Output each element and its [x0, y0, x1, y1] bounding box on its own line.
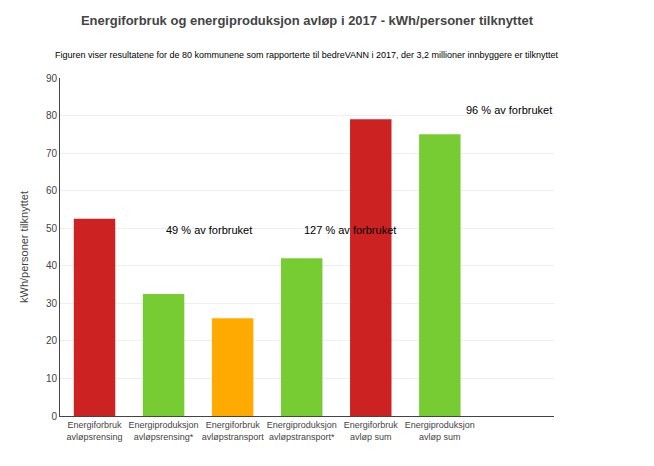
svg-text:50: 50	[46, 223, 58, 234]
svg-text:96 % av forbruket: 96 % av forbruket	[466, 104, 552, 116]
svg-text:Energiforbruk og energiproduks: Energiforbruk og energiproduksjon avløp …	[81, 13, 534, 28]
svg-text:49 % av forbruket: 49 % av forbruket	[166, 224, 252, 236]
svg-text:70: 70	[46, 148, 58, 159]
svg-text:kWh/personer tilknyttet: kWh/personer tilknyttet	[18, 191, 30, 303]
svg-text:Energiforbrukavløpstransport: Energiforbrukavløpstransport	[202, 420, 265, 442]
svg-text:Energiproduksjonavløpstranspor: Energiproduksjonavløpstransport*	[267, 420, 337, 442]
svg-text:10: 10	[46, 373, 58, 384]
svg-text:Energiforbrukavløpsrensing: Energiforbrukavløpsrensing	[67, 420, 123, 442]
svg-text:Energiproduksjonavløpsrensing*: Energiproduksjonavløpsrensing*	[129, 420, 199, 442]
svg-text:Energiproduksjonavløp sum: Energiproduksjonavløp sum	[405, 420, 475, 442]
svg-text:40: 40	[46, 260, 58, 271]
svg-text:90: 90	[46, 73, 58, 84]
svg-text:127 % av forbruket: 127 % av forbruket	[304, 224, 396, 236]
svg-text:30: 30	[46, 298, 58, 309]
svg-text:20: 20	[46, 335, 58, 346]
svg-text:Energiforbrukavløp sum: Energiforbrukavløp sum	[344, 420, 399, 442]
svg-text:60: 60	[46, 185, 58, 196]
svg-text:80: 80	[46, 110, 58, 121]
svg-text:Figuren viser resultatene for: Figuren viser resultatene for de 80 komm…	[55, 50, 559, 60]
svg-text:0: 0	[51, 411, 57, 422]
